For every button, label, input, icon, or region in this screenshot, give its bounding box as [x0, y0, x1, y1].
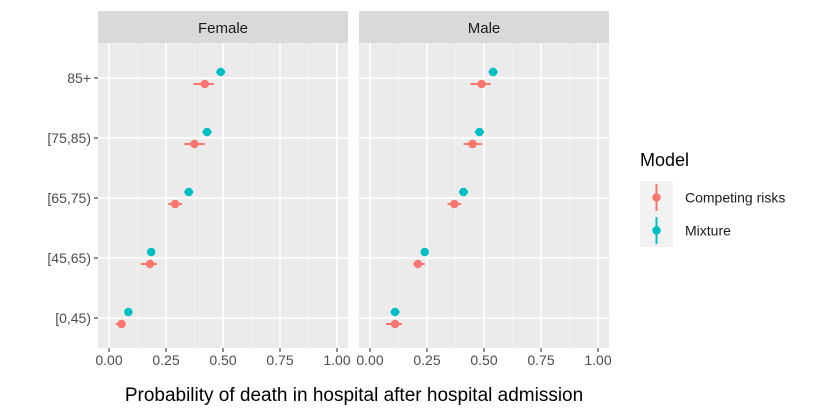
- legend-label: Mixture: [685, 223, 731, 239]
- x-tick-label: 0.25: [413, 352, 440, 368]
- y-axis: [0,45) [45,65) [65,75) [75,85) 85+: [47, 70, 98, 326]
- marks: [385, 67, 498, 329]
- x-tick-label: 0.50: [209, 352, 236, 368]
- data-point: [420, 247, 429, 257]
- x-tick-label: 1.00: [584, 352, 611, 368]
- y-tick-label: [65,75): [47, 190, 91, 206]
- x-tick-label: 0.75: [266, 352, 293, 368]
- data-point: [390, 319, 400, 329]
- y-tick-label: [0,45): [55, 310, 91, 326]
- data-point: [190, 139, 199, 149]
- data-point: [390, 307, 400, 317]
- y-tick-label: [45,65): [47, 250, 91, 266]
- data-point: [216, 67, 225, 77]
- legend: Model Competing risks Mixture: [640, 150, 785, 247]
- legend-label: Competing risks: [685, 190, 785, 206]
- grid: [359, 43, 609, 348]
- x-axis-female: 0.00 0.25 0.50 0.75 1.00: [95, 348, 351, 368]
- strip-background: [359, 11, 609, 43]
- data-point: [488, 67, 498, 77]
- grid: [98, 43, 348, 348]
- data-point: [468, 139, 477, 149]
- legend-key-point: [652, 226, 661, 235]
- strip-background: [98, 11, 348, 43]
- y-tick-label: [75,85): [47, 130, 91, 146]
- data-point: [477, 79, 486, 89]
- marks: [115, 67, 226, 329]
- x-tick-label: 1.00: [323, 352, 350, 368]
- strip-label-female: Female: [198, 20, 248, 37]
- data-point: [124, 307, 133, 317]
- x-tick-label: 0.00: [356, 352, 383, 368]
- data-point: [475, 127, 484, 137]
- panel-female: Female: [98, 11, 348, 348]
- data-point: [413, 259, 423, 269]
- data-point: [450, 199, 459, 209]
- data-point: [146, 247, 156, 257]
- legend-key-point: [652, 193, 661, 202]
- strip-label-male: Male: [468, 20, 501, 37]
- x-tick-label: 0.75: [527, 352, 554, 368]
- panel-male: Male: [359, 11, 609, 348]
- x-tick-label: 0.25: [152, 352, 179, 368]
- data-point: [145, 259, 155, 269]
- data-point: [202, 127, 212, 137]
- x-axis-male: 0.00 0.25 0.50 0.75 1.00: [356, 348, 612, 368]
- x-tick-label: 0.00: [95, 352, 122, 368]
- data-point: [170, 199, 180, 209]
- data-point: [200, 79, 209, 89]
- legend-title: Model: [640, 150, 689, 170]
- data-point: [184, 187, 193, 197]
- data-point: [459, 187, 468, 197]
- y-tick-label: 85+: [67, 70, 91, 86]
- x-tick-label: 0.50: [470, 352, 497, 368]
- data-point: [117, 319, 126, 329]
- x-axis-title: Probability of death in hospital after h…: [125, 385, 583, 406]
